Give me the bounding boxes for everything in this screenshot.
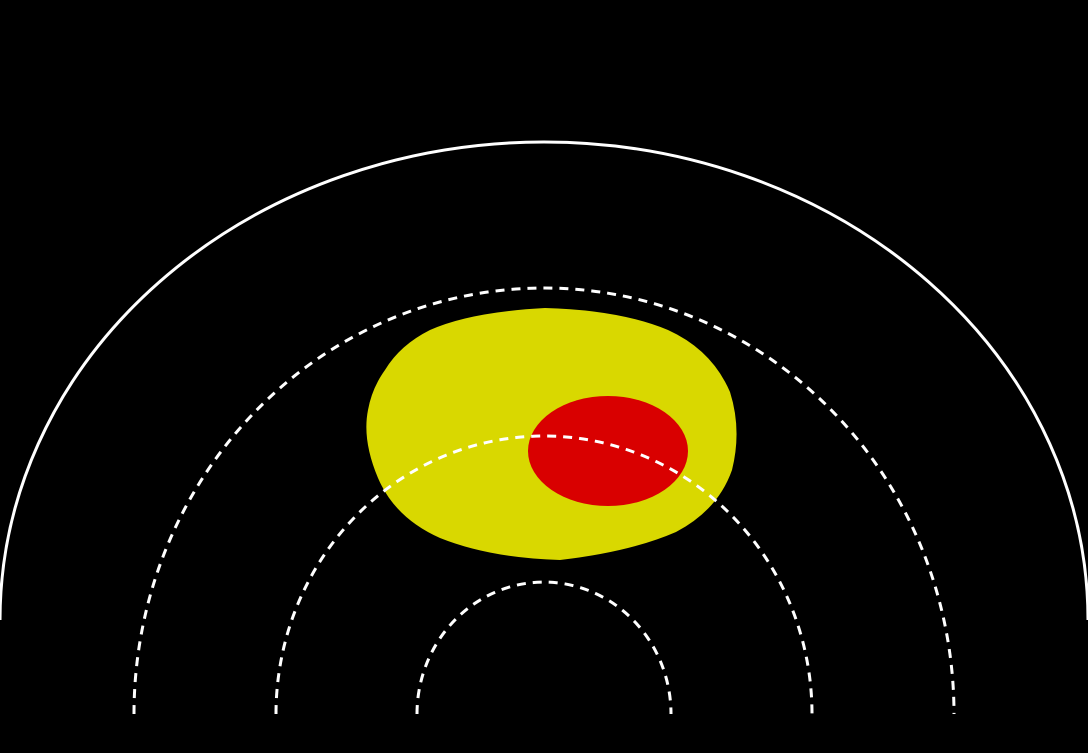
range-ring-middle xyxy=(274,434,814,715)
range-ring-outer xyxy=(132,286,956,715)
range-ring-inner xyxy=(415,580,673,715)
outer-boundary-arc xyxy=(0,140,1088,621)
inner-region xyxy=(528,396,688,506)
